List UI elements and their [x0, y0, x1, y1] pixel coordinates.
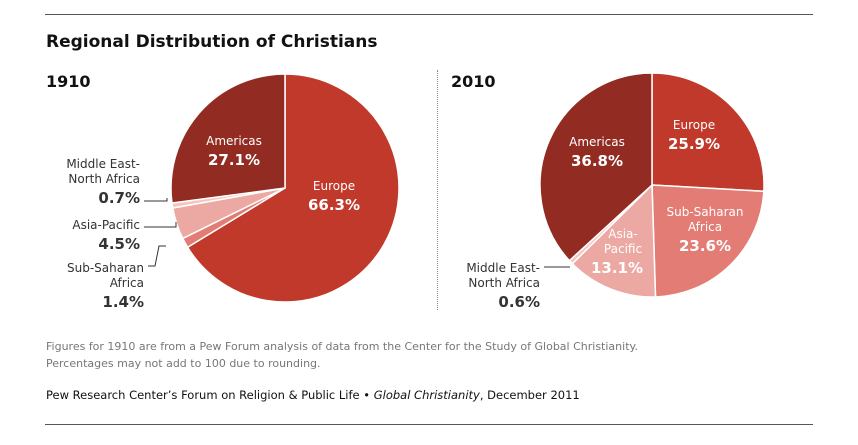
slice-1910-europe — [186, 73, 400, 303]
slice-label-2010-europe: Europe — [673, 118, 715, 132]
slice-value-1910-europe: 66.3% — [308, 196, 360, 214]
slice-value-1910-mena: 0.7% — [98, 189, 140, 207]
slice-2010-ssa — [651, 184, 765, 298]
slice-label-2010-asia: Pacific — [604, 242, 642, 256]
slice-value-2010-mena: 0.6% — [498, 293, 540, 311]
slice-value-2010-asia: 13.1% — [591, 259, 643, 277]
slice-label-2010-asia: Asia- — [608, 227, 637, 241]
bottom-rule — [45, 424, 813, 425]
slice-label-1910-asia: Asia-Pacific — [72, 218, 140, 232]
slice-label-2010-ssa: Africa — [688, 220, 722, 234]
slice-label-1910-ssa: Sub-Saharan — [67, 261, 144, 275]
slice-value-1910-ssa: 1.4% — [102, 293, 144, 311]
slice-2010-americas — [539, 72, 653, 262]
slice-2010-asia — [571, 183, 657, 298]
slice-label-1910-mena: North Africa — [68, 172, 140, 186]
leader-line-1910-asia — [144, 222, 177, 228]
credit-org: Pew Research Center’s Forum on Religion … — [46, 388, 374, 402]
chart-divider — [437, 70, 438, 310]
slice-label-1910-americas: Americas — [206, 134, 262, 148]
credit-report: Global Christianity — [373, 388, 480, 402]
leader-line-1910-ssa — [148, 245, 166, 267]
year-label-2010: 2010 — [451, 72, 496, 91]
source-credit: Pew Research Center’s Forum on Religion … — [46, 388, 580, 402]
slice-value-2010-europe: 25.9% — [668, 135, 720, 153]
slice-value-1910-asia: 4.5% — [98, 235, 140, 253]
credit-date: , December 2011 — [479, 388, 580, 402]
slice-value-2010-ssa: 23.6% — [679, 237, 731, 255]
slice-label-2010-mena: Middle East- — [466, 261, 540, 275]
footnote-line-2: Percentages may not add to 100 due to ro… — [46, 357, 321, 370]
chart-title: Regional Distribution of Christians — [46, 32, 378, 52]
slice-1910-americas — [170, 73, 286, 204]
slice-label-2010-mena: North Africa — [468, 276, 540, 290]
leader-line-1910-mena — [144, 198, 168, 202]
slice-label-1910-europe: Europe — [313, 179, 355, 193]
slice-label-2010-americas: Americas — [569, 135, 625, 149]
slice-value-1910-americas: 27.1% — [208, 151, 260, 169]
year-label-1910: 1910 — [46, 72, 91, 91]
slice-label-1910-mena: Middle East- — [66, 157, 140, 171]
footnote-line-1: Figures for 1910 are from a Pew Forum an… — [46, 340, 638, 353]
slice-2010-europe — [651, 72, 765, 193]
slice-label-1910-ssa: Africa — [110, 276, 144, 290]
top-rule — [45, 14, 813, 15]
slice-value-2010-americas: 36.8% — [571, 152, 623, 170]
slice-label-2010-ssa: Sub-Saharan — [667, 205, 744, 219]
